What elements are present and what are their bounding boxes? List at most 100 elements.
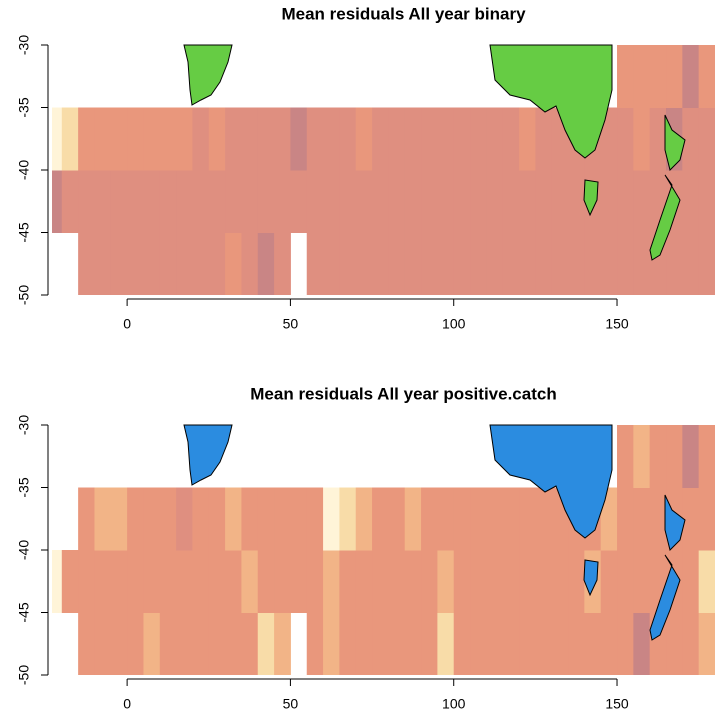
cell xyxy=(176,107,193,171)
cell xyxy=(257,612,275,675)
cell xyxy=(143,232,161,295)
cell xyxy=(208,107,226,171)
cell xyxy=(159,612,177,675)
cell xyxy=(404,170,422,233)
cell xyxy=(257,107,275,171)
cell xyxy=(453,170,471,233)
cell xyxy=(241,232,259,295)
cell xyxy=(257,487,275,551)
cell xyxy=(110,612,128,675)
cell xyxy=(600,612,618,675)
cell xyxy=(617,170,634,233)
cell xyxy=(339,612,357,675)
cell xyxy=(649,107,667,171)
cell xyxy=(290,550,308,613)
cell xyxy=(698,170,715,233)
cell xyxy=(127,550,144,613)
cell xyxy=(176,232,193,295)
cell xyxy=(453,612,471,675)
x-tick-label: 100 xyxy=(442,696,466,712)
cell xyxy=(290,170,308,233)
cell xyxy=(600,170,618,233)
cell xyxy=(617,612,634,675)
cell xyxy=(453,550,471,613)
cell xyxy=(682,425,700,488)
cell xyxy=(568,612,585,675)
cell xyxy=(241,170,259,233)
cell xyxy=(649,45,667,108)
cell xyxy=(94,550,112,613)
cell xyxy=(421,612,438,675)
cell xyxy=(617,550,634,613)
y-tick-label: -30 xyxy=(16,35,32,55)
cell xyxy=(568,550,585,613)
cell xyxy=(388,612,406,675)
cell xyxy=(535,612,553,675)
cell xyxy=(127,487,144,551)
cell xyxy=(372,107,389,171)
cell xyxy=(600,487,618,551)
cell xyxy=(617,107,634,171)
cell xyxy=(584,612,602,675)
x-tick-label: 150 xyxy=(605,696,629,712)
cell xyxy=(176,170,193,233)
cell xyxy=(421,232,438,295)
cell xyxy=(502,550,520,613)
cell xyxy=(551,612,569,675)
cell xyxy=(519,232,536,295)
cell xyxy=(698,232,715,295)
cell xyxy=(110,550,128,613)
x-tick-label: 100 xyxy=(442,316,466,332)
cell xyxy=(437,170,455,233)
cell xyxy=(388,487,406,551)
cell xyxy=(274,107,291,171)
y-tick-label: -50 xyxy=(16,665,32,685)
cell xyxy=(372,550,389,613)
cell xyxy=(600,107,618,171)
cell xyxy=(339,487,357,551)
cell xyxy=(666,612,683,675)
cell xyxy=(78,612,95,675)
cell xyxy=(306,487,324,551)
cell xyxy=(192,612,210,675)
cell xyxy=(208,487,226,551)
cell xyxy=(633,45,651,108)
cell xyxy=(535,170,553,233)
cell xyxy=(666,425,683,488)
cell xyxy=(257,550,275,613)
cell xyxy=(52,550,63,613)
x-tick-label: 50 xyxy=(283,696,299,712)
cell xyxy=(143,612,161,675)
cell xyxy=(192,170,210,233)
cell xyxy=(192,107,210,171)
cell xyxy=(617,425,634,488)
cell xyxy=(176,487,193,551)
cell xyxy=(502,612,520,675)
cell xyxy=(404,487,422,551)
cell xyxy=(323,487,340,551)
cell xyxy=(127,107,144,171)
cell xyxy=(355,487,373,551)
cell xyxy=(78,550,95,613)
cell xyxy=(551,550,569,613)
x-tick-label: 0 xyxy=(123,696,131,712)
cell xyxy=(110,170,128,233)
cell xyxy=(192,232,210,295)
y-tick-label: -30 xyxy=(16,415,32,435)
cell xyxy=(241,550,259,613)
cell xyxy=(633,612,651,675)
cell xyxy=(176,612,193,675)
cell xyxy=(600,232,618,295)
cell xyxy=(502,232,520,295)
cell xyxy=(551,170,569,233)
cell xyxy=(306,550,324,613)
cell xyxy=(437,232,455,295)
cell xyxy=(94,107,112,171)
cell xyxy=(617,487,634,551)
cell xyxy=(535,107,553,171)
cell xyxy=(323,550,340,613)
cell xyxy=(159,107,177,171)
cell xyxy=(176,550,193,613)
cell xyxy=(208,550,226,613)
cell xyxy=(110,232,128,295)
